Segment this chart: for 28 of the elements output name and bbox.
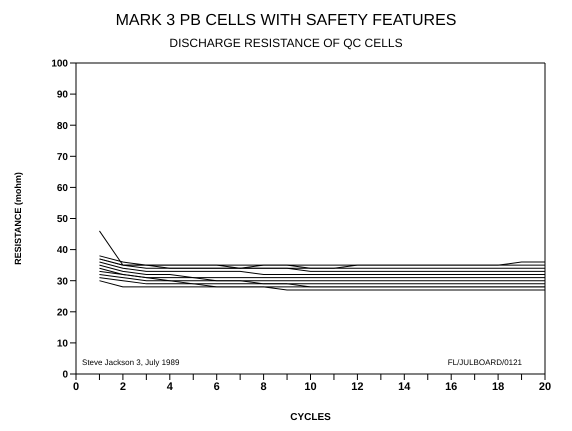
annotation: Steve Jackson 3, July 1989	[82, 358, 180, 367]
y-tick-label: 20	[56, 307, 68, 318]
y-axis-title: RESISTANCE (mohm)	[13, 172, 24, 265]
y-tick-label: 10	[56, 338, 68, 350]
y-tick-label: 50	[56, 214, 68, 226]
x-axis-title: CYCLES	[290, 412, 332, 423]
x-tick-label: 10	[304, 380, 317, 393]
annotation: FL/JULBOARD/0121	[448, 358, 522, 367]
chart-title: MARK 3 PB CELLS WITH SAFETY FEATURES	[114, 11, 458, 31]
x-tick-label: 14	[398, 380, 412, 393]
x-tick-label: 16	[445, 380, 458, 393]
x-tick-label: 18	[492, 380, 504, 393]
y-tick-label: 60	[56, 182, 68, 194]
x-tick-label: 8	[260, 380, 267, 393]
chart-subtitle: DISCHARGE RESISTANCE OF QC CELLS	[168, 36, 404, 52]
y-tick-label: 0	[62, 370, 68, 381]
y-tick-label: 90	[56, 90, 68, 101]
x-tick-label: 4	[166, 380, 174, 393]
y-tick-label: 70	[56, 152, 68, 163]
y-tick-label: 40	[56, 245, 68, 256]
y-tick-label: 80	[56, 120, 68, 132]
x-tick-label: 0	[72, 380, 80, 393]
x-tick-label: 12	[351, 380, 364, 393]
x-tick-label: 2	[120, 380, 126, 393]
x-tick-label: 20	[538, 380, 552, 393]
x-tick-label: 6	[214, 380, 220, 393]
y-tick-label: 100	[51, 58, 68, 70]
y-tick-label: 30	[56, 276, 68, 288]
